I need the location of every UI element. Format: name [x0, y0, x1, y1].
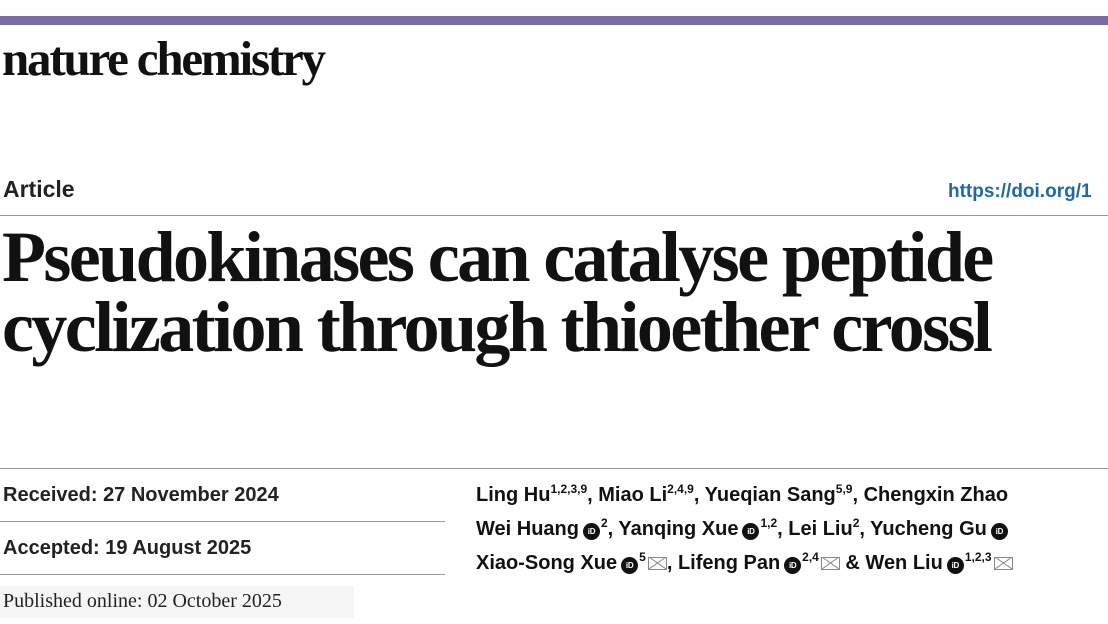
received-label: Received: [3, 484, 98, 506]
published-label: Published online: [3, 590, 143, 612]
author-link[interactable]: Miao Li [598, 484, 668, 506]
email-icon[interactable] [647, 557, 667, 570]
author-line-1: Ling Hu1,2,3,9, Miao Li2,4,9, Yueqian Sa… [476, 478, 1108, 512]
author-separator: , [777, 518, 789, 540]
author-separator: , [666, 552, 678, 574]
dates-panel: Received: 27 November 2024 Accepted: 19 … [0, 469, 445, 575]
received-value: 27 November 2024 [103, 484, 279, 506]
author-link[interactable]: Yanqing Xue [618, 518, 739, 540]
received-date: Received: 27 November 2024 [0, 469, 445, 522]
orcid-icon[interactable]: iD [990, 523, 1008, 540]
author-link[interactable]: Chengxin Zhao [863, 484, 1009, 506]
author-link[interactable]: Yueqian Sang [704, 484, 836, 506]
author-separator: , [693, 484, 705, 506]
affiliation-marks[interactable]: 1,2,3 [964, 550, 992, 564]
article-type: Article [3, 176, 75, 202]
author-separator: , [587, 484, 599, 506]
author-link[interactable]: Wei Huang [476, 518, 579, 540]
affiliation-marks[interactable]: 2,4 [802, 550, 819, 564]
article-title: Pseudokinases can catalyse peptide cycli… [2, 221, 994, 363]
affiliation-marks[interactable]: 1,2 [760, 516, 778, 530]
divider [0, 215, 1108, 216]
affiliation-marks[interactable]: 1,2,3,9 [550, 482, 588, 496]
author-link[interactable]: Wen Liu [865, 552, 943, 574]
affiliation-marks[interactable]: 2,4,9 [667, 482, 694, 496]
author-separator: & [839, 552, 866, 574]
accepted-label: Accepted: [3, 537, 100, 559]
orcid-icon[interactable]: iD [742, 523, 760, 540]
author-link[interactable]: Yucheng Gu [870, 518, 987, 540]
doi-link[interactable]: https://doi.org/1 [948, 181, 1092, 202]
published-value: 02 October 2025 [147, 590, 282, 612]
orcid-icon[interactable]: iD [582, 523, 600, 540]
author-list: Ling Hu1,2,3,9, Miao Li2,4,9, Yueqian Sa… [476, 478, 1108, 580]
orcid-icon[interactable]: iD [784, 557, 802, 574]
email-icon[interactable] [993, 557, 1013, 570]
title-line-2: cyclization through thioether crossl [2, 287, 993, 367]
author-link[interactable]: Xiao-Song Xue [476, 552, 618, 574]
journal-name[interactable]: nature chemistry [2, 31, 326, 86]
author-separator: , [852, 484, 864, 506]
email-icon[interactable] [820, 557, 840, 570]
author-separator: , [859, 518, 871, 540]
published-date: Published online: 02 October 2025 [0, 586, 354, 618]
affiliation-marks[interactable]: 5,9 [835, 482, 853, 496]
journal-accent-bar [0, 16, 1108, 25]
author-line-2: Wei Huang iD2, Yanqing Xue iD1,2, Lei Liu2… [476, 512, 1108, 546]
author-link[interactable]: Lifeng Pan [677, 552, 781, 574]
author-link[interactable]: Ling Hu [476, 484, 551, 506]
divider [0, 468, 1108, 469]
accepted-value: 19 August 2025 [105, 537, 252, 559]
orcid-icon[interactable]: iD [621, 557, 639, 574]
author-link[interactable]: Lei Liu [788, 518, 853, 540]
affiliation-marks[interactable]: 5 [639, 550, 646, 564]
orcid-icon[interactable]: iD [946, 557, 964, 574]
title-line-1: Pseudokinases can catalyse peptide [2, 217, 994, 297]
author-line-3: Xiao-Song Xue iD5, Lifeng Pan iD2,4 & Wen … [476, 546, 1108, 580]
accepted-date: Accepted: 19 August 2025 [0, 522, 445, 575]
affiliation-marks[interactable]: 2 [600, 516, 608, 530]
author-separator: , [607, 518, 619, 540]
affiliation-marks[interactable]: 2 [852, 516, 860, 530]
